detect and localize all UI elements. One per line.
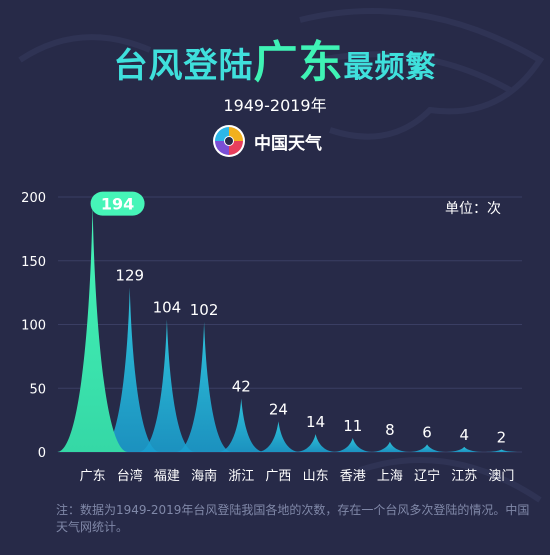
brand: 中国天气	[212, 124, 322, 158]
x-tick-label: 上海	[377, 469, 403, 484]
data-label: 24	[269, 400, 288, 418]
x-tick-label: 福建	[154, 469, 180, 484]
data-label: 194	[101, 195, 134, 214]
peak-江苏	[443, 446, 485, 452]
data-label: 4	[459, 426, 469, 444]
period-subtitle: 1949-2019年	[223, 96, 327, 115]
peak-山东	[294, 434, 337, 452]
data-label: 102	[190, 301, 219, 319]
x-tick-label: 台湾	[117, 468, 143, 484]
x-tick-label: 山东	[303, 469, 329, 484]
peak-福建	[138, 319, 196, 452]
data-label: 104	[153, 298, 182, 316]
title-part-3: 最频繁	[343, 50, 437, 85]
y-tick-label: 0	[38, 446, 46, 461]
peak-海南	[175, 321, 233, 452]
data-label: 6	[422, 423, 432, 441]
unit-label: 单位：次	[445, 201, 501, 217]
highlight-label-badge	[90, 191, 145, 216]
y-tick-label: 100	[21, 319, 46, 334]
peak-广西	[256, 421, 301, 452]
x-tick-label: 浙江	[228, 469, 254, 484]
chart-title: 台风登陆广东最频繁	[0, 26, 550, 90]
x-tick-label: 辽宁	[414, 468, 440, 484]
data-label: 8	[385, 421, 395, 439]
x-tick-label: 海南	[191, 468, 217, 484]
x-tick-label: 广西	[265, 469, 291, 484]
title-highlight: 广东	[253, 37, 344, 88]
y-tick-label: 150	[21, 255, 46, 270]
peak-澳门	[481, 449, 522, 452]
brand-logo-icon	[213, 125, 245, 157]
peak-辽宁	[406, 444, 448, 452]
peak-台湾	[99, 287, 161, 452]
title-part-1: 台风登陆	[113, 46, 254, 86]
data-label: 129	[115, 267, 144, 285]
peak-香港	[331, 437, 374, 452]
x-tick-label: 香港	[340, 469, 366, 484]
data-label: 11	[343, 417, 362, 435]
x-tick-label: 江苏	[451, 468, 477, 484]
peak-广东	[57, 204, 129, 452]
y-tick-label: 50	[29, 382, 46, 397]
data-label: 14	[306, 413, 325, 431]
x-tick-label: 广东	[80, 469, 106, 484]
data-label: 42	[232, 377, 251, 395]
brand-name: 中国天气	[254, 133, 322, 154]
peak-浙江	[217, 398, 265, 452]
x-tick-label: 澳门	[488, 468, 514, 484]
data-label: 2	[497, 428, 507, 446]
peak-上海	[369, 441, 411, 452]
footnote: 注：数据为1949-2019年台风登陆我国各地的次数，存在一个台风多次登陆的情况…	[56, 503, 530, 534]
y-tick-label: 200	[21, 191, 46, 206]
